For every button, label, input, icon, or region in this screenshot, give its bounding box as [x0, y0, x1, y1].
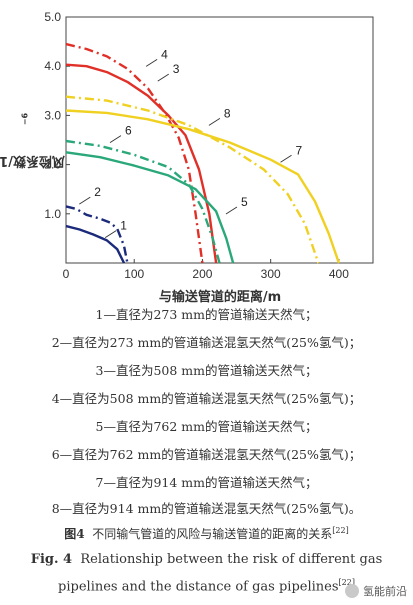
- y-tick-label: 2.0: [44, 158, 61, 172]
- series-leader-2: [79, 196, 91, 205]
- series-line-5: [65, 151, 235, 264]
- series-label-6: 6: [125, 124, 132, 138]
- series-leader-6: [109, 135, 122, 143]
- figure-label-zh: 图4: [64, 527, 85, 541]
- x-tick-label: 100: [124, 267, 144, 281]
- series-leader-5: [225, 206, 238, 215]
- figure-title-zh: 不同输气管道的风险与输送管道的距离的关系: [92, 527, 333, 541]
- series-line-8: [65, 95, 320, 264]
- figure-caption-en-line2: pipelines and the distance of gas pipeli…: [58, 578, 355, 595]
- watermark: 氢能前沿: [345, 583, 407, 599]
- series-line-4: [65, 42, 204, 264]
- series-label-5: 5: [241, 195, 248, 209]
- figure-label-en: Fig. 4: [30, 552, 73, 567]
- figure-caption-zh: 图4 不同输气管道的风险与输送管道的距离的关系[22]: [0, 525, 413, 542]
- series-label-1: 1: [120, 219, 127, 233]
- y-tick-label: 3.0: [44, 108, 61, 122]
- series-leader-3: [157, 73, 169, 82]
- x-axis-title: 与输送管道的距离/m: [158, 290, 282, 305]
- series-line-3: [65, 63, 218, 264]
- series-label-8: 8: [224, 106, 231, 120]
- watermark-text: 氢能前沿: [363, 585, 407, 598]
- series-line-1: [65, 224, 126, 264]
- series-leader-1: [104, 230, 117, 238]
- series-leader-4: [145, 58, 158, 67]
- figure-ref-en: [22]: [338, 578, 355, 587]
- wechat-icon: [345, 584, 359, 598]
- x-tick-label: 400: [329, 267, 349, 281]
- figure-caption-en-line1: Fig. 4 Relationship between the risk of …: [30, 552, 383, 567]
- series-label-3: 3: [173, 62, 180, 76]
- legend-item-4: 4—直径为508 mm的管道输送混氢天然气(25%氢气)；: [51, 391, 362, 406]
- series-label-7: 7: [296, 143, 303, 157]
- y-tick-label: 1.0: [44, 207, 61, 221]
- x-tick-label: 0: [63, 267, 70, 281]
- legend-item-5: 5—直径为762 mm的管道输送天然气；: [95, 419, 318, 434]
- legend-item-6: 6—直径为762 mm的管道输送混氢天然气(25%氢气)；: [51, 447, 362, 462]
- legend-item-7: 7—直径为914 mm的管道输送天然气；: [95, 475, 318, 490]
- series-line-6: [65, 139, 221, 264]
- y-tick-label: 5.0: [44, 10, 61, 24]
- legend-item-8: 8—直径为914 mm的管道输送混氢天然气(25%氢气)。: [51, 501, 362, 516]
- y-tick-label: 4.0: [44, 59, 61, 73]
- x-tick-label: 200: [192, 267, 212, 281]
- figure-ref-zh: [22]: [332, 526, 349, 535]
- series-line-7: [65, 109, 341, 264]
- series-label-4: 4: [161, 47, 168, 61]
- legend-item-2: 2—直径为273 mm的管道输送混氢天然气(25%氢气)；: [51, 335, 362, 350]
- legend-item-3: 3—直径为508 mm的管道输送天然气；: [95, 363, 318, 378]
- x-tick-label: 300: [261, 267, 281, 281]
- legend-item-1: 1—直径为273 mm的管道输送天然气；: [95, 307, 318, 322]
- series-label-2: 2: [94, 185, 101, 199]
- series-leader-7: [280, 154, 292, 163]
- risk-distance-chart: 0 100 200 300 400 1.0 2.0 3.0 4.0 5.0 1 2 34 5 6 7 8: [44, 10, 374, 281]
- y-axis-title: 风险系数/10−6: [0, 112, 66, 168]
- series-line-2: [65, 205, 129, 264]
- series-leader-8: [208, 118, 221, 126]
